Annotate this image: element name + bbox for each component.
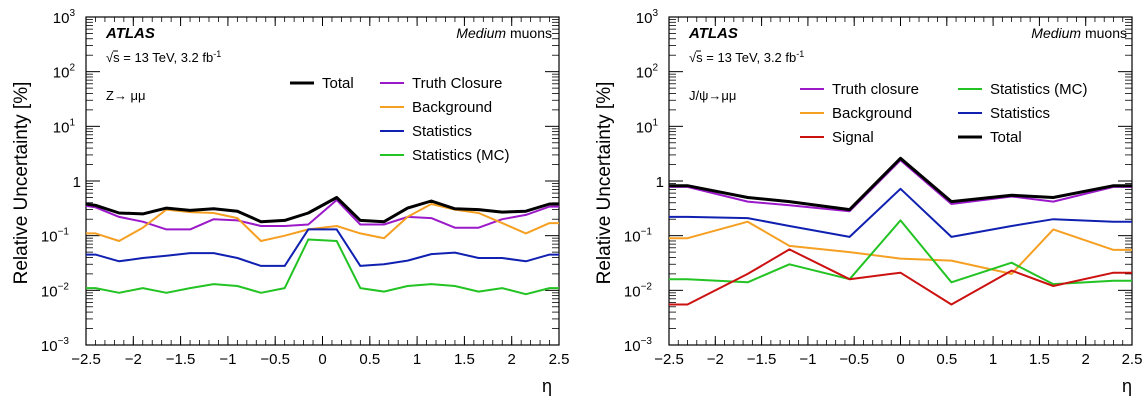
legend: Total Truth Closure Background Statistics St… — [290, 75, 510, 164]
legend-label: Signal — [832, 129, 874, 146]
y-axis-label: Relative Uncertainty [%] — [594, 82, 615, 285]
working-point-label: Medium muons — [1031, 25, 1127, 41]
x-tick-label: −2 — [125, 351, 142, 368]
series-line-total — [85, 196, 559, 224]
y-tick-label: 10−2 — [41, 281, 70, 300]
legend-label: Statistics — [412, 123, 472, 140]
x-tick-label: −1.5 — [747, 351, 777, 368]
x-tick-label: −2.5 — [71, 351, 101, 368]
y-tick-label: 1 — [73, 174, 81, 191]
legend-label: Total — [990, 129, 1022, 146]
x-tick-label: 0 — [318, 351, 326, 368]
legend-label: Total — [322, 75, 354, 92]
x-ticks: −2.5 −2 −1.5 −1 −0.5 0 0.5 1 1.5 2 2.5 — [654, 17, 1142, 368]
series-line-statistics-mc — [86, 238, 559, 296]
y-axis-label: Relative Uncertainty [%] — [11, 82, 32, 285]
legend-label: Background — [832, 105, 912, 122]
energy-label: √s = 13 TeV, 3.2 fb-1 — [106, 49, 221, 65]
x-tick-label: 2 — [508, 351, 516, 368]
x-axis-label: η — [1122, 376, 1132, 396]
plot-frame — [85, 16, 560, 346]
y-tick-label: 10−1 — [41, 227, 70, 246]
x-tick-label: 0.5 — [359, 351, 380, 368]
legend-label: Statistics (MC) — [990, 81, 1088, 98]
channel-label: J/ψ→μμ — [689, 88, 736, 103]
y-ticks: 10−3 10−2 10−1 1 101 102 103 — [624, 8, 1132, 355]
x-tick-label: 2.5 — [1122, 351, 1143, 368]
x-tick-label: 2.5 — [549, 351, 570, 368]
x-tick-label: 2 — [1082, 351, 1090, 368]
x-tick-label: 1.5 — [1029, 351, 1050, 368]
series-line-background — [86, 203, 559, 242]
series-line-truth-closure — [669, 159, 1132, 213]
series-lines — [669, 156, 1132, 306]
experiment-label: ATLAS — [688, 25, 738, 42]
x-tick-label: 0 — [896, 351, 904, 368]
series-line-statistics-mc — [669, 219, 1132, 286]
x-tick-label: −2 — [707, 351, 724, 368]
y-tick-label: 10−3 — [624, 336, 653, 355]
x-tick-label: −2.5 — [654, 351, 684, 368]
panel-jpsi-mumu: Relative Uncertainty [%] −2.5 −2 −1.5 −1 −0.… — [594, 8, 1142, 396]
series-line-truth-closure — [85, 199, 559, 231]
y-tick-label: 102 — [53, 63, 76, 82]
x-ticks: −2.5 −2 −1.5 −1 −0.5 0 0.5 1 1.5 2 2.5 — [71, 17, 569, 368]
y-tick-label: 1 — [656, 174, 664, 191]
y-tick-label: 101 — [53, 117, 76, 136]
series-line-background — [669, 220, 1132, 275]
x-tick-label: −0.5 — [839, 351, 869, 368]
working-point-label: Medium muons — [456, 25, 552, 41]
y-ticks: 10−3 10−2 10−1 1 101 102 103 — [41, 8, 559, 355]
energy-label: √s = 13 TeV, 3.2 fb-1 — [689, 49, 804, 65]
legend-label: Background — [412, 99, 492, 116]
x-tick-label: −0.5 — [260, 351, 290, 368]
y-tick-label: 10−2 — [624, 281, 653, 300]
x-tick-label: 0.5 — [936, 351, 957, 368]
series-line-statistics — [669, 187, 1132, 238]
x-tick-label: 1.5 — [454, 351, 475, 368]
series-lines — [85, 196, 559, 296]
legend-label: Statistics — [990, 105, 1050, 122]
channel-label: Z→ μμ — [106, 88, 146, 103]
x-tick-label: −1.5 — [166, 351, 196, 368]
experiment-label: ATLAS — [105, 25, 155, 42]
x-tick-label: 1 — [413, 351, 421, 368]
series-line-total — [669, 156, 1132, 212]
y-tick-label: 103 — [636, 8, 659, 27]
y-tick-label: 10−3 — [41, 336, 70, 355]
panel-z-mumu: Relative Uncertainty [%] −2.5 −2 −1.5 −1 −0.… — [11, 8, 569, 396]
y-tick-label: 102 — [636, 63, 659, 82]
x-tick-label: −1 — [799, 351, 816, 368]
y-tick-label: 101 — [636, 117, 659, 136]
x-tick-label: −1 — [219, 351, 236, 368]
series-line-statistics — [86, 228, 559, 267]
legend: Truth closure Background Signal Statistics … — [800, 81, 1088, 146]
legend-label: Statistics (MC) — [412, 147, 510, 164]
legend-label: Truth Closure — [412, 75, 502, 92]
y-tick-label: 103 — [53, 8, 76, 27]
y-tick-label: 10−1 — [624, 227, 653, 246]
legend-label: Truth closure — [832, 81, 919, 98]
plot-frame — [668, 16, 1133, 346]
series-line-signal — [669, 248, 1132, 306]
x-axis-label: η — [542, 376, 552, 396]
x-tick-label: 1 — [989, 351, 997, 368]
